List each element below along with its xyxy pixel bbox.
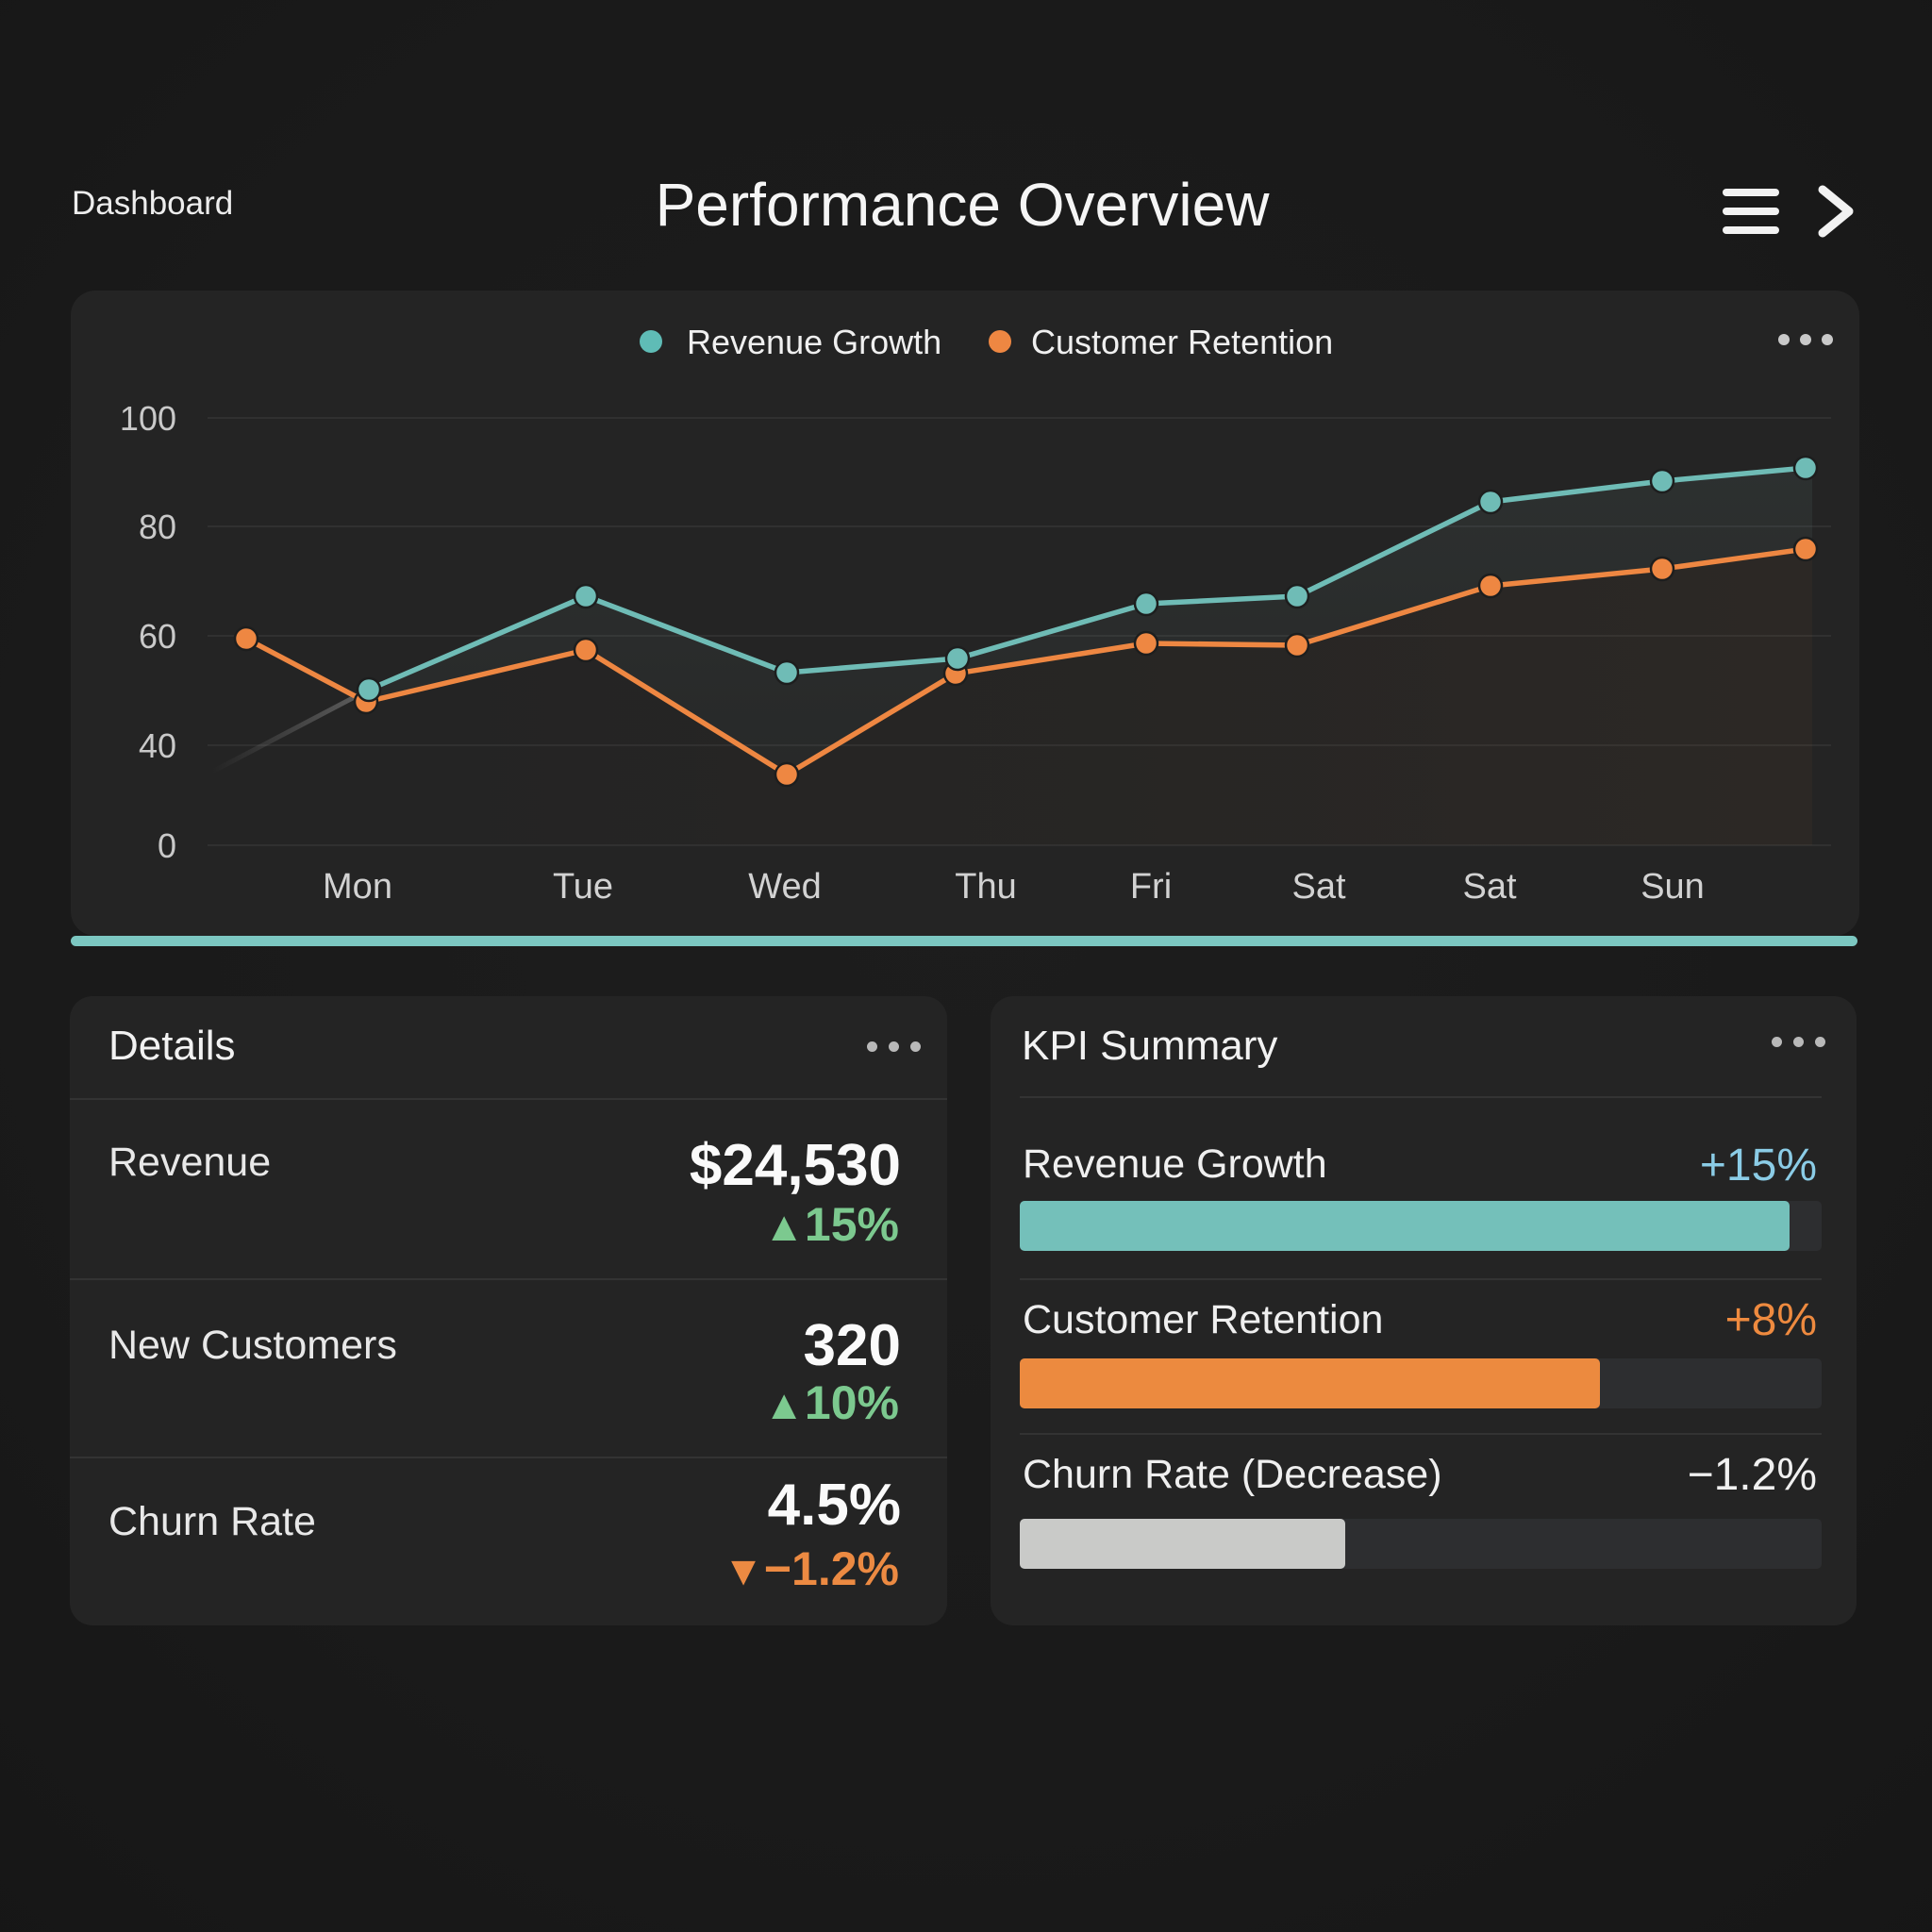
svg-text:40: 40 <box>139 726 176 765</box>
svg-text:Fri: Fri <box>1130 867 1172 907</box>
svg-text:Tue: Tue <box>553 867 613 907</box>
svg-text:Sun: Sun <box>1641 867 1705 907</box>
svg-text:100: 100 <box>120 399 176 438</box>
svg-text:Revenue Growth: Revenue Growth <box>687 323 941 361</box>
svg-text:0: 0 <box>158 826 176 865</box>
svg-text:Sat: Sat <box>1462 867 1516 907</box>
svg-text:Thu: Thu <box>955 867 1016 907</box>
svg-text:80: 80 <box>139 508 176 546</box>
svg-text:60: 60 <box>139 617 176 656</box>
svg-text:Wed: Wed <box>748 867 821 907</box>
svg-text:Customer Retention: Customer Retention <box>1031 323 1333 361</box>
svg-text:Mon: Mon <box>323 867 392 907</box>
svg-text:Sat: Sat <box>1291 867 1345 907</box>
